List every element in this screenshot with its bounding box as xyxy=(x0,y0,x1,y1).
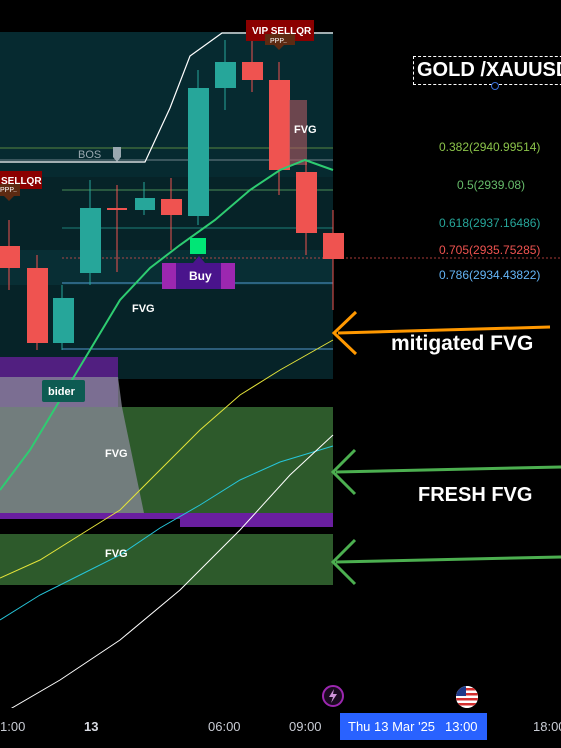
fib-level-0705: 0.705(2935.75285) xyxy=(439,243,540,257)
mitigated-fvg-annotation: mitigated FVG xyxy=(391,332,534,355)
purple-thin-band xyxy=(0,513,333,519)
symbol-title: GOLD /XAUUSD xyxy=(417,59,561,81)
fib-level-0382: 0.382(2940.99514) xyxy=(439,140,540,154)
fresh-fvg-annotation: FRESH FVG xyxy=(418,484,533,506)
arrow-fresh-icon xyxy=(330,448,561,496)
buy-pointer-icon xyxy=(193,256,205,263)
us-flag-event-icon[interactable] xyxy=(456,686,478,708)
ppp-left-bg xyxy=(0,184,20,196)
buy-label: Buy xyxy=(189,269,212,283)
fvg-zone-lower xyxy=(0,534,333,585)
sell-left-label: SELLQR xyxy=(1,176,42,187)
ppp-pointer-icon xyxy=(274,45,284,50)
candles xyxy=(0,40,344,350)
purple-thin-band-2 xyxy=(180,519,333,527)
vip-sell-label: VIP SELLQR xyxy=(252,26,312,37)
time-tick: 13 xyxy=(84,719,99,734)
bider-label: bider xyxy=(48,386,76,398)
current-date: Thu 13 Mar '25 xyxy=(348,719,436,734)
fvg-label-zone2: FVG xyxy=(105,548,128,560)
buy-signal-square xyxy=(190,238,206,254)
time-tick: 1:00 xyxy=(0,719,26,734)
ma-cyan-line xyxy=(0,445,334,621)
fvg-label-mid: FVG xyxy=(132,303,155,315)
symbol-anchor-icon[interactable] xyxy=(491,82,499,90)
arrow-fresh2-icon xyxy=(330,538,561,586)
ma-white-line xyxy=(0,434,334,716)
bider-tag-bg xyxy=(42,380,85,402)
ma-green-line xyxy=(0,158,334,491)
ppp-tag-bg xyxy=(265,34,295,45)
arrow-mitigated-icon xyxy=(331,310,551,356)
time-tick: 06:00 xyxy=(208,719,241,734)
ppp-left-pointer-icon xyxy=(4,196,14,201)
fib-level-0786: 0.786(2934.43822) xyxy=(439,268,540,282)
bos-marker-icon xyxy=(113,147,121,162)
gray-wedge xyxy=(0,377,145,518)
fvg-label-zone1: FVG xyxy=(105,448,128,460)
ppp-label: PPP.. xyxy=(270,38,287,45)
current-time: 13:00 xyxy=(445,719,478,734)
ppp-left-label: PPP.. xyxy=(0,187,17,194)
current-date-badge: Thu 13 Mar '25 13:00 xyxy=(340,713,487,740)
vip-sell-tag-bg xyxy=(246,20,314,41)
ma-yellow-line xyxy=(0,339,334,579)
bos-step-line xyxy=(0,32,333,163)
time-tick: 18:00 xyxy=(533,719,561,734)
fvg-label-top: FVG xyxy=(294,124,317,136)
buy-label-inner xyxy=(176,263,221,289)
symbol-box[interactable] xyxy=(413,56,561,85)
fib-level-05: 0.5(2939.08) xyxy=(457,178,525,192)
time-tick: 09:00 xyxy=(289,719,322,734)
fib-level-0618: 0.618(2937.16486) xyxy=(439,216,540,230)
bos-label: BOS xyxy=(78,149,101,161)
lightning-event-icon[interactable] xyxy=(322,685,344,707)
